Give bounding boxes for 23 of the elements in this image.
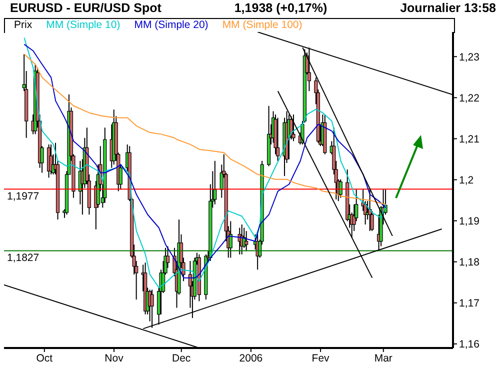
text: MM (Simple 20)	[134, 19, 208, 31]
ref-line-label: 1,1827	[7, 252, 40, 264]
y-tick-label: 1,22	[459, 92, 480, 104]
text: MM (Simple 100)	[222, 19, 302, 31]
chart-subtitle: 1,1938 (+0,17%)	[234, 1, 328, 15]
y-tick-label: 1,23	[459, 51, 480, 64]
y-tick-label: 1,21	[459, 133, 480, 146]
y-tick-label: 1,2	[459, 174, 474, 186]
text: Journalier 13:58	[400, 1, 496, 15]
x-tick-label: Mar	[374, 352, 393, 364]
x-tick-label: Dec	[172, 352, 191, 364]
chart-title: EURUSD - EUR/USD Spot	[10, 1, 162, 15]
y-tick-label: 1,18	[459, 256, 480, 269]
legend-label: Prix	[14, 19, 32, 31]
y-tick-label: 1,17	[459, 298, 480, 310]
x-tick-label: Fev	[312, 352, 330, 364]
ref-line-label: 1,1977	[7, 190, 40, 203]
y-tick-label: 1,16	[459, 338, 480, 351]
x-tick-label: 2006	[239, 352, 263, 364]
x-tick-label: Oct	[36, 352, 53, 364]
x-tick-label: Nov	[104, 352, 124, 364]
text: MM (Simple 10)	[46, 19, 120, 31]
y-tick-label: 1,19	[459, 216, 480, 228]
